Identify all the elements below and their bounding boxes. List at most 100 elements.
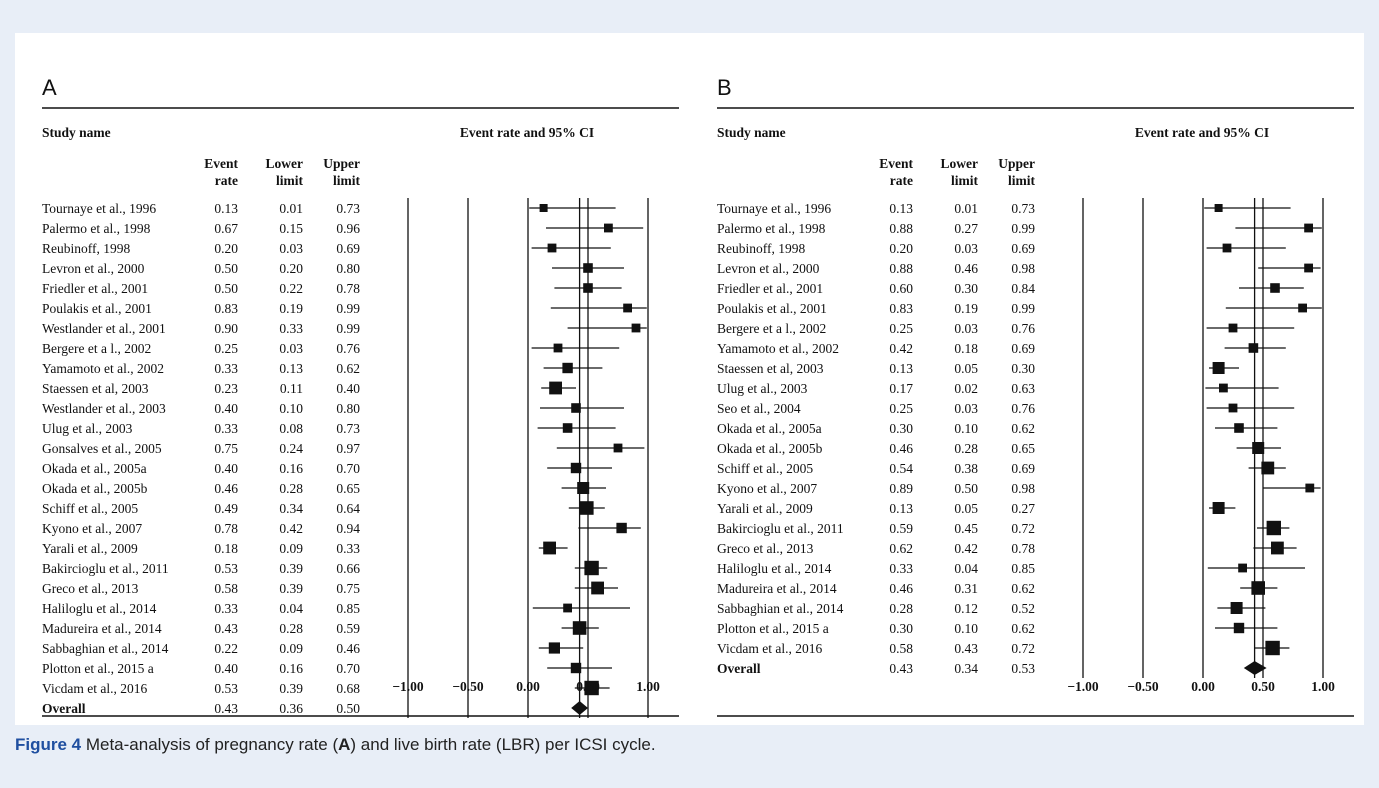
upper-limit-value: 0.52 [1011, 601, 1035, 616]
point-estimate-square [1252, 442, 1265, 454]
x-tick-label: 1.00 [636, 679, 660, 694]
lower-limit-value: 0.16 [279, 461, 303, 476]
point-estimate-square [591, 581, 604, 595]
header-event: Event [204, 156, 238, 171]
point-estimate-square [1228, 403, 1238, 413]
point-estimate-square [572, 621, 587, 635]
lower-limit-value: 0.11 [280, 381, 303, 396]
upper-limit-value: 0.98 [1011, 261, 1035, 276]
lower-limit-value: 0.15 [279, 221, 303, 236]
upper-limit-value: 0.33 [336, 541, 360, 556]
event-rate-value: 0.20 [214, 241, 238, 256]
event-rate-value: 0.40 [214, 661, 238, 676]
event-rate-value: 0.49 [214, 501, 238, 516]
lower-limit-value: 0.03 [954, 241, 978, 256]
lower-limit-value: 0.39 [279, 581, 303, 596]
study-name: Yarali et al., 2009 [42, 541, 138, 556]
point-estimate-square [583, 283, 593, 293]
x-tick-label: −1.00 [392, 679, 424, 694]
overall-lower-value: 0.34 [954, 661, 978, 676]
header-lower: Lower [941, 156, 979, 171]
upper-limit-value: 0.72 [1011, 521, 1035, 536]
upper-limit-value: 0.78 [1011, 541, 1035, 556]
lower-limit-value: 0.39 [279, 681, 303, 696]
header-ci-title: Event rate and 95% CI [460, 125, 594, 140]
event-rate-value: 0.20 [889, 241, 913, 256]
upper-limit-value: 0.99 [336, 301, 360, 316]
point-estimate-square [553, 343, 563, 353]
lower-limit-value: 0.18 [954, 341, 978, 356]
overall-diamond [571, 701, 588, 715]
header-upper-limit: limit [1008, 173, 1035, 188]
point-estimate-square [577, 482, 590, 494]
lower-limit-value: 0.04 [954, 561, 978, 576]
upper-limit-value: 0.73 [336, 201, 360, 216]
lower-limit-value: 0.19 [954, 301, 978, 316]
lower-limit-value: 0.03 [279, 341, 303, 356]
event-rate-value: 0.88 [889, 261, 913, 276]
lower-limit-value: 0.10 [279, 401, 303, 416]
event-rate-value: 0.18 [214, 541, 238, 556]
study-name: Palermo et al., 1998 [717, 221, 826, 236]
event-rate-value: 0.59 [889, 521, 913, 536]
point-estimate-square [584, 560, 599, 576]
study-name: Poulakis et al., 2001 [717, 301, 827, 316]
lower-limit-value: 0.12 [954, 601, 978, 616]
point-estimate-square [1233, 622, 1245, 634]
event-rate-value: 0.33 [214, 421, 238, 436]
lower-limit-value: 0.33 [279, 321, 303, 336]
lower-limit-value: 0.02 [954, 381, 978, 396]
study-name: Greco et al., 2013 [42, 581, 139, 596]
point-estimate-square [1212, 362, 1225, 374]
header-event: Event [879, 156, 913, 171]
figure-label: Figure 4 [15, 735, 82, 754]
study-name: Seo et al., 2004 [717, 401, 801, 416]
upper-limit-value: 0.62 [336, 361, 360, 376]
study-name: Vicdam et al., 2016 [717, 641, 823, 656]
event-rate-value: 0.46 [214, 481, 238, 496]
study-name: Bergere et a l., 2002 [42, 341, 151, 356]
upper-limit-value: 0.84 [1011, 281, 1035, 296]
point-estimate-square [1222, 243, 1232, 253]
lower-limit-value: 0.05 [954, 501, 978, 516]
event-rate-value: 0.33 [214, 601, 238, 616]
upper-limit-value: 0.78 [336, 281, 360, 296]
lower-limit-value: 0.03 [954, 321, 978, 336]
study-name: Madureira et al., 2014 [717, 581, 837, 596]
point-estimate-square [1248, 343, 1259, 353]
event-rate-value: 0.17 [889, 381, 913, 396]
header-upper-limit: limit [333, 173, 360, 188]
event-rate-value: 0.40 [214, 401, 238, 416]
study-name: Sabbaghian et al., 2014 [42, 641, 169, 656]
upper-limit-value: 0.98 [1011, 481, 1035, 496]
upper-limit-value: 0.76 [1011, 321, 1035, 336]
overall-lower-value: 0.36 [279, 701, 303, 716]
upper-limit-value: 0.97 [336, 441, 360, 456]
point-estimate-square [1251, 581, 1265, 595]
lower-limit-value: 0.03 [279, 241, 303, 256]
lower-limit-value: 0.20 [279, 261, 303, 276]
study-name: Westlander et al., 2001 [42, 321, 166, 336]
event-rate-value: 0.13 [214, 201, 238, 216]
study-name: Haliloglu et al., 2014 [42, 601, 157, 616]
lower-limit-value: 0.13 [279, 361, 303, 376]
point-estimate-square [1305, 483, 1315, 493]
study-name: Okada et al., 2005a [42, 461, 147, 476]
upper-limit-value: 0.80 [336, 261, 360, 276]
point-estimate-square [570, 662, 582, 674]
point-estimate-square [1230, 602, 1243, 614]
panel-letter: B [717, 75, 732, 100]
point-estimate-square [562, 423, 573, 433]
study-name: Yamamoto et al., 2002 [42, 361, 164, 376]
event-rate-value: 0.13 [889, 361, 913, 376]
study-name: Bakircioglu et al., 2011 [42, 561, 169, 576]
upper-limit-value: 0.70 [336, 461, 360, 476]
lower-limit-value: 0.01 [954, 201, 978, 216]
upper-limit-value: 0.63 [1011, 381, 1035, 396]
study-name: Yamamoto et al., 2002 [717, 341, 839, 356]
event-rate-value: 0.25 [889, 401, 913, 416]
event-rate-value: 0.78 [214, 521, 238, 536]
study-name: Levron et al., 2000 [42, 261, 145, 276]
point-estimate-square [1261, 461, 1275, 475]
lower-limit-value: 0.09 [279, 641, 303, 656]
